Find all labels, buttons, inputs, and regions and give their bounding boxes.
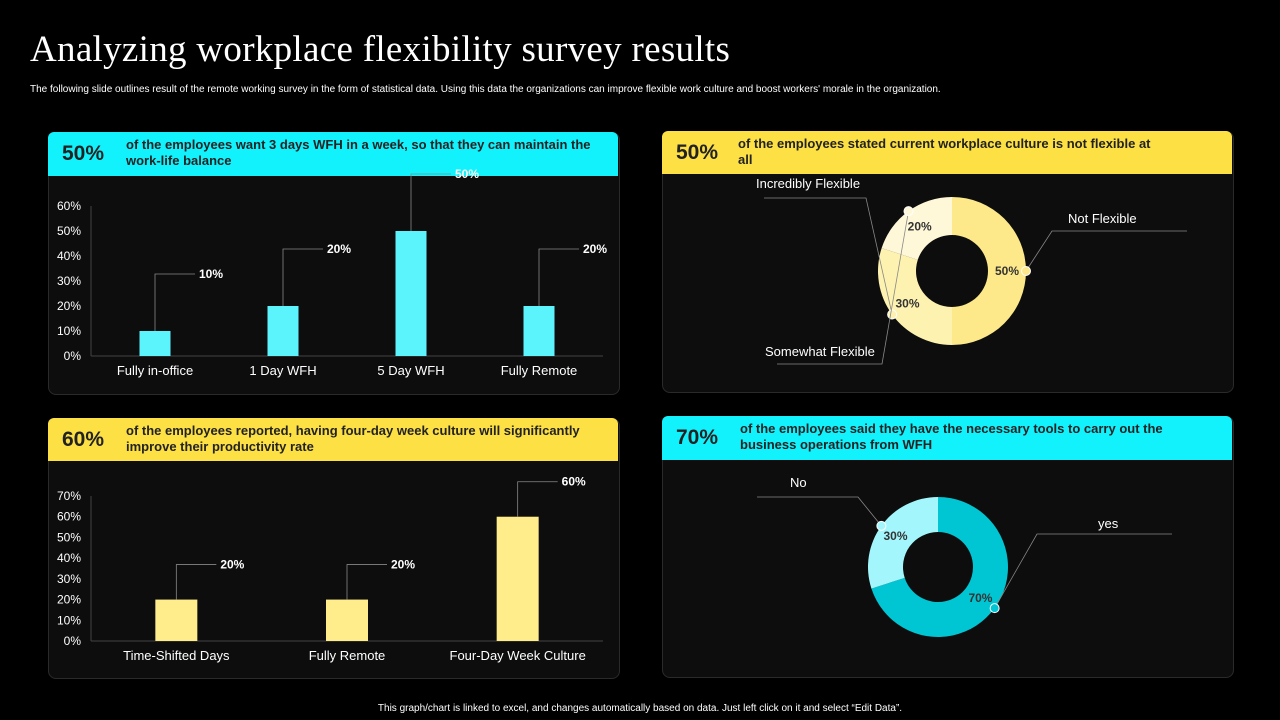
callout-dot: [903, 206, 914, 217]
banner-text: of the employees want 3 days WFH in a we…: [126, 137, 591, 168]
leader-line: [538, 248, 579, 306]
callout-dot: [876, 520, 887, 531]
data-label: 20%: [391, 558, 415, 572]
slice-label: yes: [1098, 516, 1119, 531]
data-label: 30%: [895, 296, 919, 310]
y-tick-label: 50%: [57, 530, 81, 544]
page-subtitle: The following slide outlines result of t…: [30, 84, 941, 95]
panel-culture: [662, 131, 1234, 393]
bar: [523, 306, 555, 356]
y-tick-label: 20%: [57, 593, 81, 607]
bar-chart-four-day-week[interactable]: 0% 10% 20% 30% 40% 50% 60% 70% 20% Time-Shifted D…: [48, 461, 618, 675]
leader-line: [175, 564, 217, 600]
page-title: Analyzing workplace flexibility survey r…: [30, 29, 731, 70]
bar: [326, 599, 368, 641]
x-tick-label: 5 Day WFH: [377, 363, 444, 378]
x-tick-label: Fully in-office: [117, 363, 193, 378]
x-tick-label: Four-Day Week Culture: [450, 648, 586, 663]
y-tick-label: 10%: [57, 613, 81, 627]
leader-line: [517, 481, 558, 517]
data-label: 50%: [995, 264, 1019, 278]
banner-percent: 50%: [676, 140, 719, 164]
slice-label: Somewhat Flexible: [765, 344, 875, 359]
data-label: 20%: [327, 242, 351, 256]
donut-slice: [881, 197, 952, 260]
x-tick-label: Time-Shifted Days: [123, 648, 230, 663]
y-tick-label: 60%: [57, 199, 81, 213]
leader-line: [410, 173, 451, 231]
y-tick-label: 70%: [57, 489, 81, 503]
callout-line: [1025, 230, 1187, 272]
callout-line: [757, 496, 882, 527]
data-label: 20%: [220, 558, 244, 572]
banner-percent: 60%: [62, 427, 105, 451]
bar-chart-wfh-days[interactable]: 0% 10% 20% 30% 40% 50% 60% 10% Fully in-office 20…: [48, 167, 618, 391]
donut-slice: [878, 248, 952, 345]
leader-line: [282, 248, 323, 306]
data-label: 60%: [562, 475, 586, 489]
y-tick-label: 20%: [57, 299, 81, 313]
leader-line: [154, 273, 195, 331]
donut-chart-culture[interactable]: 50% Not Flexible 30% Incredibly Flexible 20%…: [662, 174, 1232, 389]
callout-dot: [989, 603, 1000, 614]
donut-slice: [871, 497, 1008, 637]
slice-label: Not Flexible: [1068, 211, 1137, 226]
donut-chart-wfh-tools[interactable]: 70% yes 30% No: [662, 460, 1232, 674]
banner-four-day-week: 60% of the employees reported, having fo…: [48, 418, 618, 461]
x-tick-label: Fully Remote: [309, 648, 386, 663]
data-label: 30%: [884, 529, 908, 543]
y-tick-label: 0%: [64, 349, 82, 363]
slice-label: No: [790, 475, 807, 490]
banner-percent: 70%: [676, 426, 719, 449]
x-tick-label: Fully Remote: [501, 363, 578, 378]
data-label: 50%: [455, 167, 479, 181]
callout-dot: [887, 309, 898, 320]
data-label: 70%: [968, 591, 992, 605]
data-label: 20%: [908, 220, 932, 234]
y-tick-label: 40%: [57, 249, 81, 263]
callout-dot: [1021, 266, 1031, 276]
data-label: 20%: [583, 242, 607, 256]
footer-note: This graph/chart is linked to excel, and…: [377, 703, 903, 714]
banner-wfh-tools: 70% of the employees said they have the …: [662, 416, 1232, 460]
y-tick-label: 30%: [57, 572, 81, 586]
bar: [139, 331, 171, 356]
callout-line: [777, 211, 909, 365]
banner-text: of the employees said they have the nece…: [740, 421, 1163, 452]
banner-wfh-days: 50% of the employees want 3 days WFH in …: [48, 132, 618, 176]
data-label: 10%: [199, 267, 223, 281]
y-tick-label: 60%: [57, 510, 81, 524]
y-tick-label: 30%: [57, 274, 81, 288]
bar: [267, 306, 299, 356]
banner-text: of the employees stated current workplac…: [738, 136, 1151, 167]
banner-culture: 50% of the employees stated current work…: [662, 131, 1232, 174]
bar: [155, 599, 198, 641]
leader-line: [346, 564, 387, 600]
banner-text: of the employees reported, having four-d…: [126, 423, 580, 454]
donut-slice: [952, 197, 1026, 345]
y-tick-label: 50%: [57, 224, 81, 238]
y-tick-label: 40%: [57, 551, 81, 565]
y-tick-label: 10%: [57, 324, 81, 338]
banner-percent: 50%: [62, 142, 105, 165]
y-tick-label: 0%: [64, 634, 82, 648]
callout-line: [764, 197, 893, 315]
bar: [395, 231, 427, 356]
x-tick-label: 1 Day WFH: [249, 363, 316, 378]
bar: [496, 516, 539, 641]
slice-label: Incredibly Flexible: [756, 176, 860, 191]
donut-slice: [868, 497, 938, 589]
callout-line: [994, 533, 1172, 609]
